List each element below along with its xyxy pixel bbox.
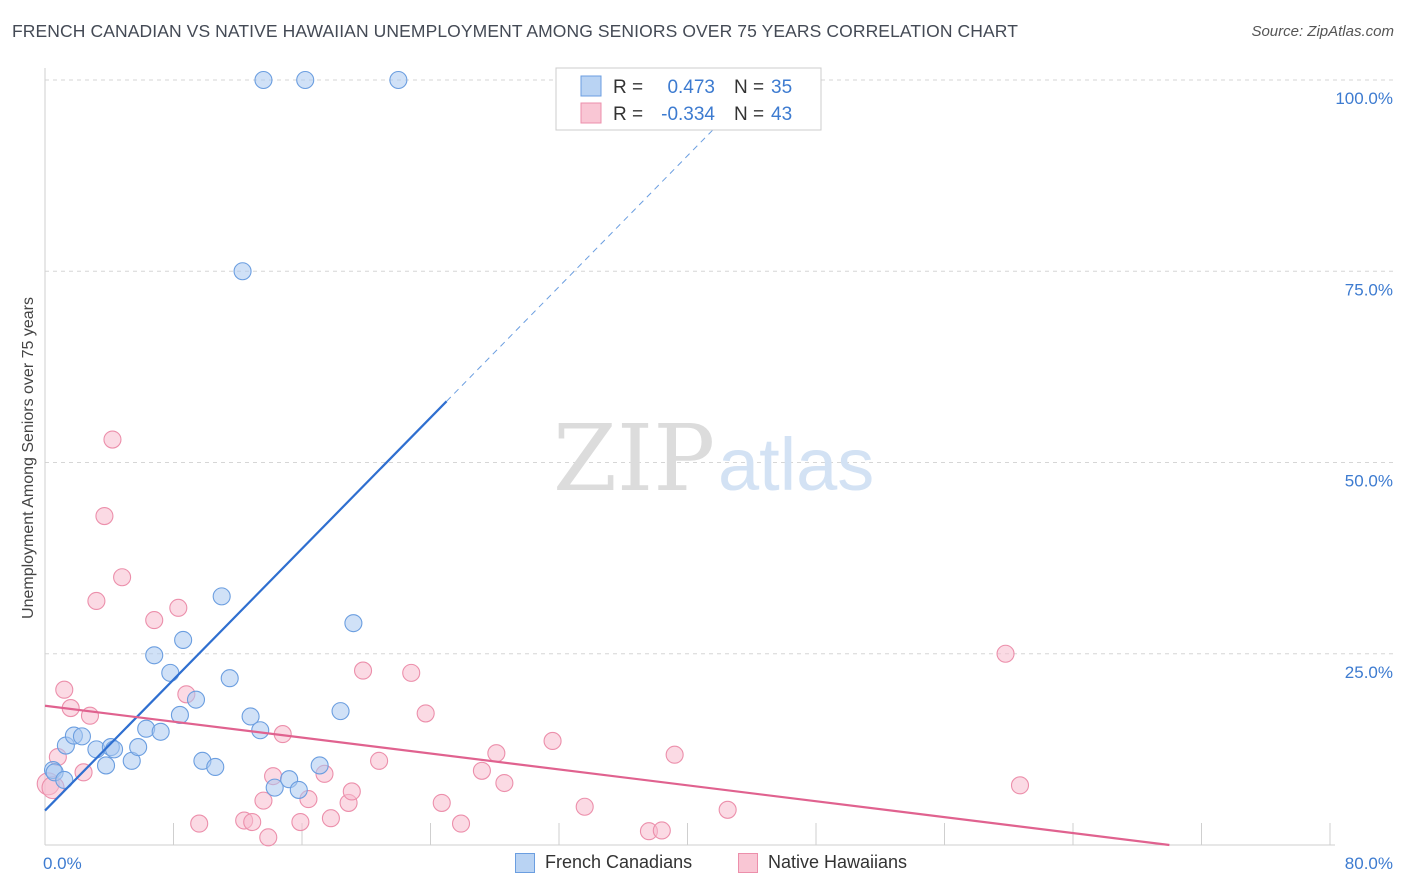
native-hawaiians-point-7	[87, 591, 106, 611]
french-canadians-point-21	[212, 587, 231, 606]
french-canadians-point-17	[174, 630, 193, 650]
watermark-atlas: atlas	[718, 423, 874, 506]
native-hawaiians-point-29	[402, 663, 421, 682]
french-canadians-point-25	[251, 721, 270, 740]
native-hawaiians-point-33	[472, 761, 491, 780]
french-canadians-point-30	[331, 702, 350, 721]
french-canadians-point-28	[289, 780, 308, 799]
french-canadians-point-33	[296, 70, 315, 90]
legend-n-label-pink: N =	[734, 104, 764, 125]
legend-n-value-blue: 35	[771, 77, 792, 98]
native-hawaiians-point-37	[575, 797, 594, 816]
source-label: Source: ZipAtlas.com	[1251, 23, 1394, 40]
native-hawaiians-point-18	[259, 828, 278, 847]
watermark: ZIP atlas	[553, 405, 874, 512]
native-hawaiians-point-3	[55, 680, 74, 699]
native-hawaiians-point-43	[1010, 776, 1030, 795]
y-tick-label-2: 75.0%	[1345, 280, 1393, 299]
french-canadians-point-7	[96, 756, 116, 775]
french-canadians-point-24	[241, 707, 260, 726]
native-hawaiians-point-27	[353, 661, 373, 680]
legend-label-native-hawaiians: Native Hawaiians	[768, 852, 908, 872]
watermark-zip: ZIP	[553, 405, 715, 512]
legend-r-value-blue: 0.473	[667, 77, 715, 98]
native-hawaiians-point-24	[321, 809, 340, 828]
french-canadians-point-11	[129, 738, 148, 757]
y-tick-label-3: 100.0%	[1335, 89, 1393, 108]
y-axis-title: Unemployment Among Seniors over 75 years	[20, 297, 37, 619]
legend-swatch-pink	[580, 102, 602, 124]
native-hawaiians-point-26	[342, 782, 361, 801]
trend-line-french-canadians-extension	[446, 106, 737, 402]
native-hawaiians-point-11	[145, 611, 164, 630]
legend-swatch-blue	[580, 75, 602, 97]
native-hawaiians-point-31	[432, 793, 451, 812]
native-hawaiians-point-28	[370, 751, 389, 770]
x-tick-label-1: 80.0%	[1345, 854, 1393, 873]
y-tick-label-1: 50.0%	[1345, 472, 1393, 491]
french-canadians-point-2	[55, 770, 74, 790]
native-hawaiians-point-30	[416, 704, 435, 723]
chart-title: FRENCH CANADIAN VS NATIVE HAWAIIAN UNEMP…	[12, 21, 1019, 41]
french-canadians-point-20	[206, 757, 225, 777]
french-canadians-point-32	[254, 70, 273, 90]
legend-n-value-pink: 43	[771, 104, 792, 125]
french-canadians-point-18	[186, 690, 206, 709]
native-hawaiians-point-14	[190, 814, 209, 833]
french-canadians-point-23	[233, 262, 252, 281]
tick-labels: 25.0% 50.0% 75.0% 100.0% 0.0% 80.0%	[43, 89, 1393, 873]
correlation-legend: R = 0.473 N = 35 R = -0.334 N = 43	[555, 67, 822, 131]
legend-r-label-blue: R =	[613, 77, 643, 98]
trend-line-french-canadians	[44, 400, 448, 812]
native-hawaiians-point-9	[103, 430, 122, 449]
french-canadians-point-15	[161, 663, 180, 682]
legend-item-french-canadians: French Canadians	[515, 852, 692, 873]
axes	[44, 68, 1335, 846]
x-tick-label-0: 0.0%	[43, 854, 82, 873]
native-hawaiians-point-40	[665, 745, 684, 764]
legend-r-value-pink: -0.334	[661, 104, 715, 125]
native-hawaiians-point-41	[718, 800, 737, 819]
french-canadians-point-26	[265, 778, 284, 797]
legend-swatch-french-canadians	[515, 852, 535, 873]
french-canadians-point-22	[220, 669, 239, 688]
trend-line-native-hawaiians	[44, 704, 1170, 847]
native-hawaiians-points	[36, 430, 1030, 847]
native-hawaiians-point-36	[543, 731, 562, 751]
native-hawaiians-point-10	[113, 568, 132, 587]
native-hawaiians-point-39	[652, 821, 671, 840]
legend-r-label-pink: R =	[613, 104, 643, 125]
french-canadians-point-29	[310, 756, 329, 775]
french-canadians-point-34	[389, 70, 408, 90]
french-canadians-point-14	[151, 722, 170, 741]
native-hawaiians-point-8	[95, 506, 114, 526]
native-hawaiians-point-35	[495, 773, 514, 793]
legend-item-native-hawaiians: Native Hawaiians	[738, 852, 907, 873]
trend-lines	[44, 106, 1170, 847]
french-canadians-points	[43, 70, 408, 799]
native-hawaiians-point-32	[451, 814, 471, 833]
legend-label-french-canadians: French Canadians	[545, 852, 693, 872]
y-tick-label-0: 25.0%	[1345, 663, 1393, 682]
french-canadians-point-13	[145, 646, 164, 665]
french-canadians-point-31	[344, 614, 363, 633]
grid-lines	[45, 79, 1395, 655]
legend-n-label-blue: N =	[734, 77, 764, 98]
french-canadians-point-9	[105, 740, 124, 759]
native-hawaiians-point-34	[487, 744, 506, 763]
native-hawaiians-point-16	[243, 812, 262, 832]
native-hawaiians-point-21	[291, 812, 310, 832]
native-hawaiians-point-12	[169, 598, 188, 617]
native-hawaiians-point-42	[996, 644, 1015, 663]
native-hawaiians-point-17	[254, 791, 273, 810]
legend-swatch-native-hawaiians	[738, 852, 758, 873]
french-canadians-point-5	[72, 727, 91, 746]
